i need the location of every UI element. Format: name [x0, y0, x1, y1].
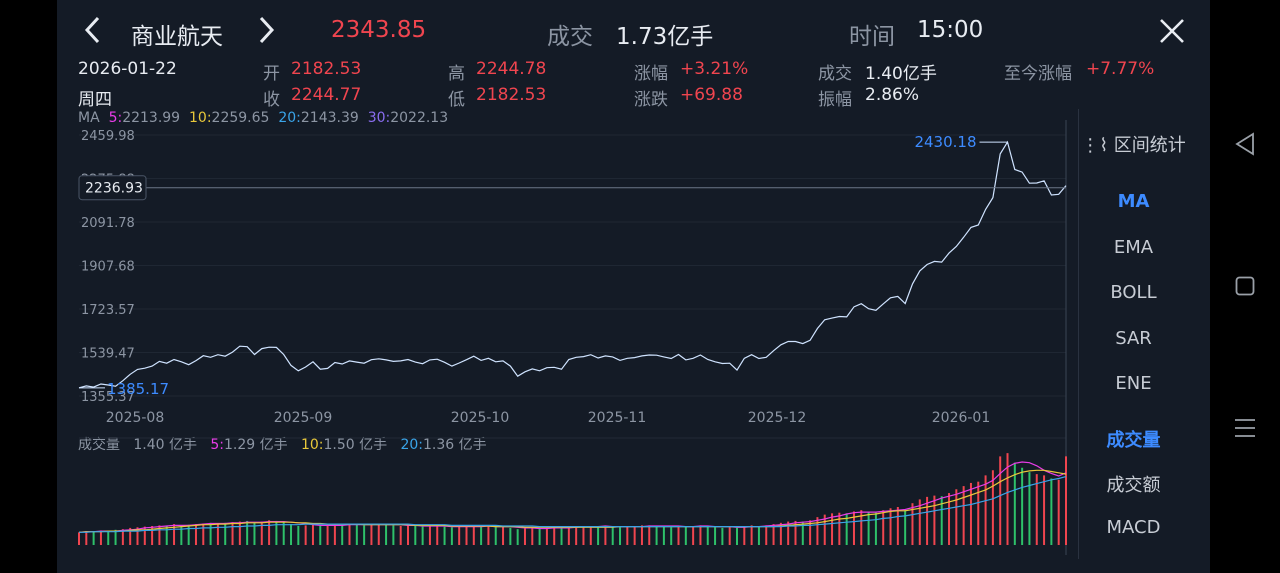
nav-home-icon[interactable] [1235, 276, 1255, 300]
ma10-value: 2259.65 [211, 110, 270, 126]
high-label: 高 [448, 64, 465, 84]
indicator-ma[interactable]: MA [1117, 191, 1150, 212]
ma5-volume-line [78, 461, 1067, 533]
open-label: 开 [263, 64, 280, 84]
close-icon[interactable] [1159, 18, 1185, 48]
ma20-key: 20: [278, 110, 301, 126]
range-stats-button[interactable]: ⋮⌇ 区间统计 [1080, 131, 1187, 157]
open-value: 2182.53 [291, 59, 362, 79]
max-price-label: 2430.18 [914, 133, 976, 151]
ma-label: MA [78, 110, 100, 126]
turnover-label: 成交 [818, 64, 852, 84]
ma30-key: 30: [367, 110, 391, 126]
x-tick-label: 2026-01 [932, 410, 991, 426]
vol10-value: 1.50 亿手 [323, 437, 388, 453]
volume-value: 1.73亿手 [616, 24, 714, 50]
vol10-key: 10: [300, 437, 324, 453]
volume-legend: 成交量 1.40 亿手 5:1.29 亿手 10:1.50 亿手 20:1.36… [78, 434, 487, 454]
sub-indicator-amount[interactable]: 成交额 [1106, 475, 1161, 496]
x-tick-label: 2025-08 [106, 410, 165, 426]
time-value: 15:00 [917, 17, 984, 43]
y-tick-label: 2459.98 [81, 129, 135, 144]
index-title: 商业航天 [131, 24, 223, 50]
nav-back-icon[interactable] [1234, 132, 1256, 160]
kline-screen: 商业航天 2343.85 成交 1.73亿手 时间 15:00 2026-01-… [57, 0, 1210, 573]
ytd-value: +7.77% [1086, 59, 1155, 79]
vol20-value: 1.36 亿手 [423, 437, 487, 453]
low-value: 2182.53 [476, 85, 547, 105]
pct-label: 涨幅 [634, 64, 668, 84]
indicator-ene[interactable]: ENE [1115, 373, 1152, 394]
amp-label: 振幅 [818, 90, 852, 110]
crosshair-value-label: 2236.93 [85, 181, 143, 197]
ma20-volume-line [79, 476, 1067, 533]
crosshair-value-box [78, 175, 147, 201]
vol-label: 成交量 [78, 437, 120, 453]
y-tick-label: 2091.78 [81, 216, 135, 231]
vol5-key: 5: [210, 437, 224, 453]
volume-label: 成交 [547, 24, 593, 50]
sub-indicator-volume[interactable]: 成交量 [1106, 430, 1161, 451]
x-tick-label: 2025-09 [274, 410, 333, 426]
chg-value: +69.88 [680, 85, 743, 105]
ma20-value: 2143.39 [300, 110, 359, 126]
ma5-value: 2213.99 [122, 110, 181, 126]
low-label: 低 [448, 90, 465, 110]
ma5-key: 5: [108, 110, 123, 126]
time-label: 时间 [849, 24, 895, 50]
vol-value: 1.40 亿手 [133, 437, 197, 453]
current-price: 2343.85 [331, 17, 427, 43]
y-tick-label: 1355.37 [81, 390, 135, 405]
next-icon[interactable] [256, 15, 276, 51]
sub-indicator-macd[interactable]: MACD [1106, 517, 1161, 538]
pct-value: +3.21% [680, 59, 749, 79]
indicator-ema[interactable]: EMA [1113, 237, 1154, 258]
nav-menu-icon[interactable] [1234, 418, 1256, 442]
indicator-sar[interactable]: SAR [1115, 328, 1152, 349]
close-label: 收 [263, 90, 280, 110]
price-line [78, 140, 1067, 389]
x-tick-label: 2025-12 [748, 410, 807, 426]
ma30-value: 2022.13 [390, 110, 449, 126]
high-value: 2244.78 [476, 59, 547, 79]
indicator-boll[interactable]: BOLL [1110, 282, 1157, 303]
close-value: 2244.77 [291, 85, 362, 105]
chg-label: 涨跌 [634, 90, 668, 110]
trade-weekday: 周四 [78, 90, 112, 110]
x-tick-label: 2025-11 [588, 410, 647, 426]
range-stats-icon: ⋮⌇ [1081, 135, 1109, 156]
ma-legend: MA 5:2213.99 10:2259.65 20:2143.39 30:20… [78, 110, 448, 126]
y-tick-label: 1907.68 [81, 260, 135, 275]
sidebar-panel [1078, 109, 1189, 559]
amp-value: 2.86% [865, 85, 920, 105]
vol5-value: 1.29 亿手 [223, 437, 288, 453]
back-icon[interactable] [83, 15, 103, 51]
min-price-label: 1385.17 [107, 380, 169, 398]
range-stats-label: 区间统计 [1113, 135, 1186, 156]
trade-date: 2026-01-22 [78, 59, 177, 79]
ma10-key: 10: [189, 110, 212, 126]
kline-chart[interactable]: 2459.982275.882091.781907.681723.571539.… [57, 120, 1067, 560]
ytd-label: 至今涨幅 [1004, 64, 1072, 84]
vol20-key: 20: [400, 437, 423, 453]
y-tick-label: 1723.57 [81, 303, 135, 318]
ma10-volume-line [78, 469, 1067, 533]
turnover-value: 1.40亿手 [865, 64, 937, 84]
x-tick-label: 2025-10 [451, 410, 510, 426]
y-tick-label: 1539.47 [81, 347, 135, 362]
